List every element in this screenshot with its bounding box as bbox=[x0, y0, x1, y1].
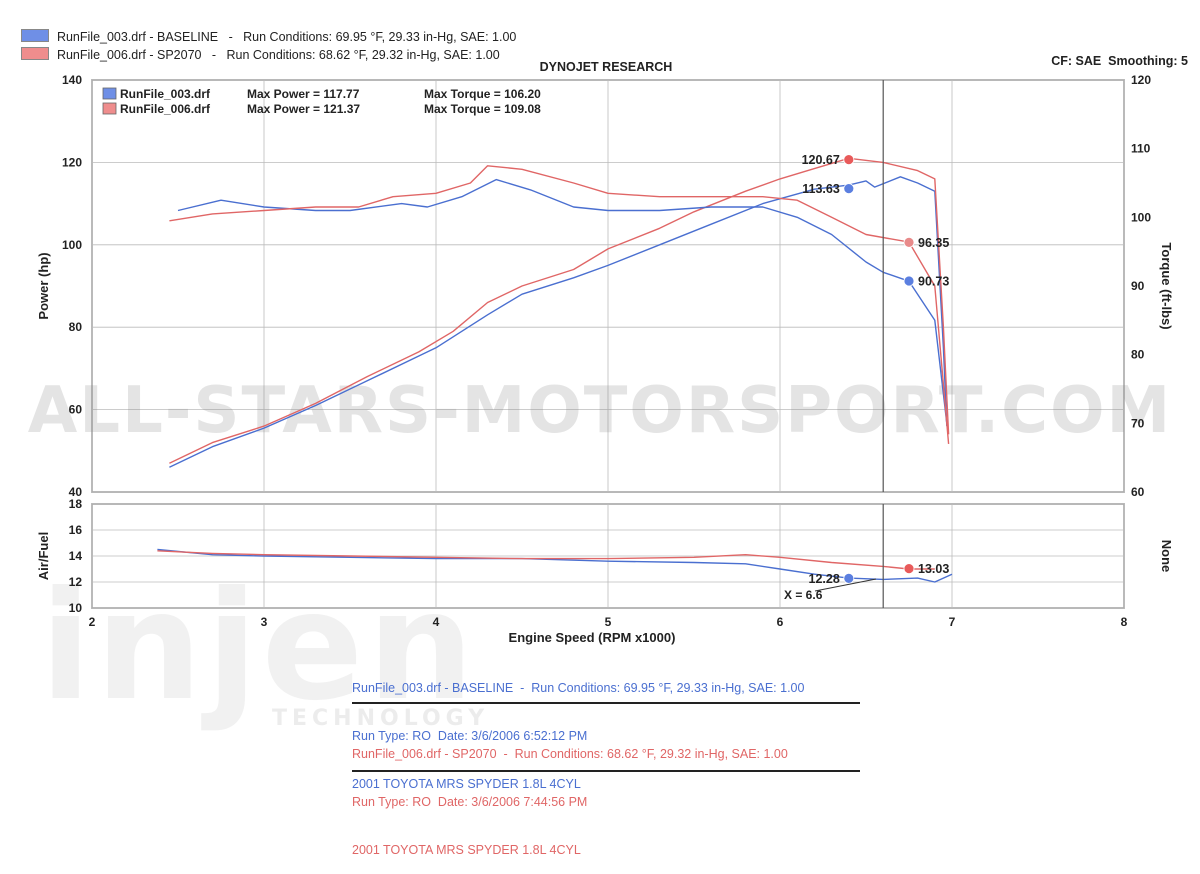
header-row-sp2070: RunFile_006.drf - SP2070 - Run Condition… bbox=[14, 33, 500, 62]
y-tick-label-power: 60 bbox=[69, 403, 83, 417]
x-tick-label: 3 bbox=[261, 615, 268, 629]
run-info-sp2070: RunFile_006.drf - SP2070 - Run Condition… bbox=[352, 714, 788, 874]
run-info-baseline-line3: 2001 TOYOTA MRS SPYDER 1.8L 4CYL bbox=[352, 777, 581, 791]
legend-torque-sp2070: Max Torque = 109.08 bbox=[424, 102, 541, 116]
y-tick-label-airfuel: 14 bbox=[69, 549, 83, 563]
x-tick-label: 4 bbox=[433, 615, 440, 629]
run-info-divider-2 bbox=[352, 770, 860, 772]
corner-label: CF: SAE Smoothing: 5 bbox=[1051, 54, 1188, 68]
y-tick-label-power: 40 bbox=[69, 485, 83, 499]
legend-torque-baseline: Max Torque = 106.20 bbox=[424, 87, 541, 101]
series-line-torque bbox=[177, 178, 948, 424]
y-tick-label-torque: 80 bbox=[1131, 348, 1145, 362]
run-info-sp2070-line3: 2001 TOYOTA MRS SPYDER 1.8L 4CYL bbox=[352, 843, 581, 857]
lower-series-group bbox=[157, 548, 953, 583]
annotation-marker bbox=[903, 563, 915, 575]
y-tick-label-airfuel: 10 bbox=[69, 601, 83, 615]
run-info-divider-1 bbox=[352, 702, 860, 704]
tick-labels: 2 3 4 5 6 7 8 40 60 80 100 120 140 60 70 80 90 100 110 120 1… bbox=[62, 73, 1151, 629]
annotation-label: 113.63 bbox=[802, 182, 840, 196]
annotation-marker bbox=[843, 572, 855, 584]
run-info-baseline: RunFile_003.drf - BASELINE - Run Conditi… bbox=[352, 648, 804, 808]
legend-power-baseline: Max Power = 117.77 bbox=[247, 87, 360, 101]
series-line-air-fuel bbox=[157, 548, 953, 583]
y-tick-label-power: 140 bbox=[62, 73, 82, 87]
annotation-marker bbox=[903, 236, 915, 248]
y-axis-label-torque: Torque (ft-lbs) bbox=[1159, 242, 1174, 329]
y-tick-label-airfuel: 12 bbox=[69, 575, 83, 589]
x-tick-label: 8 bbox=[1121, 615, 1128, 629]
y-tick-label-torque: 110 bbox=[1131, 142, 1151, 156]
x-tick-label: 5 bbox=[605, 615, 612, 629]
annotation-label: 90.73 bbox=[918, 274, 949, 288]
legend-swatch-sp2070 bbox=[102, 102, 117, 115]
run-info-sp2070-line1: RunFile_006.drf - SP2070 - Run Condition… bbox=[352, 747, 788, 761]
y-tick-label-power: 80 bbox=[69, 320, 83, 334]
y-tick-label-torque: 120 bbox=[1131, 73, 1151, 87]
series-line-air-fuel bbox=[157, 550, 935, 570]
baseline-swatch bbox=[20, 29, 49, 42]
y-tick-label-torque: 100 bbox=[1131, 210, 1151, 224]
header-file-baseline: RunFile_003.drf - BASELINE bbox=[56, 30, 219, 44]
y-axis-label-airfuel: Air/Fuel bbox=[36, 532, 51, 580]
cursor-label-pointer bbox=[814, 578, 877, 592]
annotation-label: 12.28 bbox=[809, 572, 840, 586]
y-tick-label-torque: 90 bbox=[1131, 279, 1145, 293]
injen-logo-watermark: injen bbox=[40, 560, 479, 734]
y-tick-label-airfuel: 18 bbox=[69, 497, 83, 511]
header-conditions-baseline: Run Conditions: 69.95 °F, 29.33 in-Hg, S… bbox=[243, 30, 517, 44]
run-info-baseline-line2: Run Type: RO Date: 3/6/2006 6:52:12 PM bbox=[352, 729, 588, 743]
x-tick-label: 2 bbox=[89, 615, 96, 629]
y-axis-label-none: None bbox=[1159, 540, 1174, 573]
y-tick-label-torque: 70 bbox=[1131, 416, 1145, 430]
x-tick-label: 7 bbox=[949, 615, 956, 629]
header-row-baseline: RunFile_003.drf - BASELINE - Run Conditi… bbox=[14, 15, 516, 44]
y-axis-label-power: Power (hp) bbox=[36, 252, 51, 319]
series-line-power bbox=[169, 157, 950, 464]
annotation-label: 120.67 bbox=[802, 153, 840, 167]
legend-file-baseline: RunFile_003.drf bbox=[120, 87, 211, 101]
injen-technology-watermark: TECHNOLOGY bbox=[272, 706, 490, 731]
header-conditions-sp2070: Run Conditions: 68.62 °F, 29.32 in-Hg, S… bbox=[226, 48, 500, 62]
y-tick-label-torque: 60 bbox=[1131, 485, 1145, 499]
x-tick-label: 6 bbox=[777, 615, 784, 629]
legend-swatch-baseline bbox=[102, 87, 117, 100]
annotation-marker bbox=[843, 154, 855, 166]
annotation-marker bbox=[843, 183, 855, 195]
upper-series-group bbox=[169, 157, 950, 468]
plot-legend: RunFile_003.drf Max Power = 117.77 Max T… bbox=[102, 87, 541, 116]
series-line-power bbox=[169, 176, 948, 468]
allstars-watermark: ALL-STARS-MOTORSPORT.COM bbox=[28, 374, 1172, 448]
y-tick-label-airfuel: 16 bbox=[69, 523, 83, 537]
dyno-chart: ALL-STARS-MOTORSPORT.COM 120.67 113.63 96.… bbox=[28, 54, 1188, 645]
annotation-label: 96.35 bbox=[918, 236, 949, 250]
legend-power-sp2070: Max Power = 121.37 bbox=[247, 102, 360, 116]
y-tick-label-power: 100 bbox=[62, 238, 82, 252]
y-tick-label-power: 120 bbox=[62, 155, 82, 169]
run-info-sp2070-line2: Run Type: RO Date: 3/6/2006 7:44:56 PM bbox=[352, 795, 588, 809]
sp2070-swatch bbox=[20, 47, 49, 60]
upper-grid bbox=[91, 79, 1125, 493]
cursor-label: X = 6.6 bbox=[784, 588, 823, 602]
annotation-marker bbox=[903, 275, 915, 287]
run-info-baseline-line1: RunFile_003.drf - BASELINE - Run Conditi… bbox=[352, 681, 805, 695]
lower-annotations: 13.03 12.28 bbox=[809, 562, 950, 586]
legend-file-sp2070: RunFile_006.drf bbox=[120, 102, 211, 116]
chart-title: DYNOJET RESEARCH bbox=[540, 60, 673, 74]
annotation-label: 13.03 bbox=[918, 562, 949, 576]
x-axis-label: Engine Speed (RPM x1000) bbox=[509, 630, 676, 645]
header-file-sp2070: RunFile_006.drf - SP2070 bbox=[56, 48, 202, 62]
series-line-torque bbox=[169, 165, 950, 444]
upper-annotations: 120.67 113.63 96.35 90.73 bbox=[802, 153, 950, 288]
